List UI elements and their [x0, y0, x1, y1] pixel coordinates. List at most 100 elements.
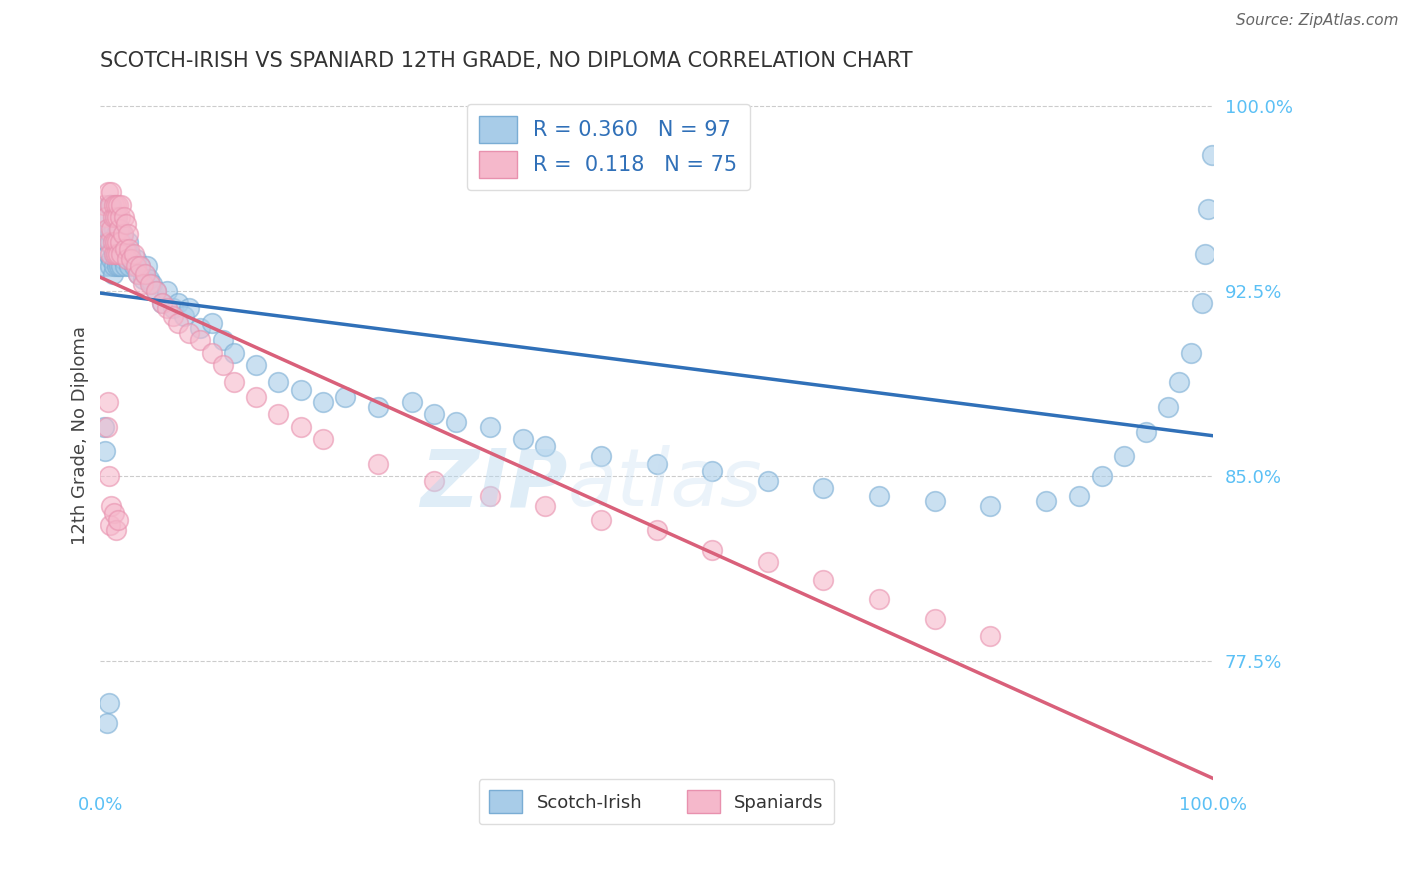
Point [104, 247, 127, 261]
Point [367, 400, 389, 414]
Point [756, 474, 779, 488]
Point [98, 469, 121, 483]
Point [117, 235, 139, 249]
Point [645, 523, 668, 537]
Point [813, 573, 835, 587]
Point [98, 247, 121, 261]
Point [367, 457, 389, 471]
Point [98, 235, 121, 249]
Point [211, 358, 233, 372]
Text: ZIP: ZIP [420, 445, 568, 524]
Point [190, 321, 212, 335]
Point [101, 235, 124, 249]
Point [245, 358, 267, 372]
Point [156, 284, 179, 298]
Point [312, 395, 335, 409]
Point [104, 235, 127, 249]
Point [125, 259, 148, 273]
Point [423, 474, 446, 488]
Point [107, 222, 129, 236]
Point [1090, 469, 1112, 483]
Point [97, 247, 120, 261]
Point [104, 523, 127, 537]
Point [94, 444, 117, 458]
Point [131, 277, 153, 291]
Point [94, 210, 117, 224]
Point [97, 395, 120, 409]
Point [96, 222, 118, 236]
Point [104, 197, 127, 211]
Point [100, 222, 122, 236]
Point [1191, 296, 1213, 310]
Point [145, 284, 167, 298]
Point [1135, 425, 1157, 439]
Point [110, 259, 132, 273]
Point [107, 197, 129, 211]
Point [100, 227, 122, 242]
Point [100, 499, 122, 513]
Point [1035, 493, 1057, 508]
Point [134, 267, 156, 281]
Point [645, 457, 668, 471]
Point [115, 242, 138, 256]
Point [100, 186, 122, 200]
Point [93, 197, 115, 211]
Point [101, 210, 124, 224]
Point [131, 271, 153, 285]
Point [200, 316, 222, 330]
Point [121, 252, 143, 266]
Point [267, 407, 290, 421]
Point [868, 489, 890, 503]
Point [290, 419, 312, 434]
Point [121, 252, 143, 266]
Point [150, 296, 173, 310]
Point [924, 612, 946, 626]
Point [129, 259, 152, 273]
Point [179, 301, 201, 316]
Point [167, 296, 190, 310]
Point [534, 499, 557, 513]
Point [107, 513, 129, 527]
Point [98, 696, 121, 710]
Point [107, 247, 129, 261]
Point [111, 227, 134, 242]
Point [446, 415, 468, 429]
Point [112, 247, 135, 261]
Point [110, 235, 132, 249]
Point [98, 222, 121, 236]
Point [93, 259, 115, 273]
Point [924, 493, 946, 508]
Point [111, 252, 134, 266]
Point [534, 439, 557, 453]
Point [98, 197, 121, 211]
Point [512, 432, 534, 446]
Point [813, 481, 835, 495]
Point [756, 555, 779, 569]
Point [122, 259, 145, 273]
Point [96, 715, 118, 730]
Point [1194, 247, 1216, 261]
Point [110, 197, 132, 211]
Point [245, 390, 267, 404]
Point [200, 345, 222, 359]
Point [97, 186, 120, 200]
Point [979, 629, 1001, 643]
Point [423, 407, 446, 421]
Text: SCOTCH-IRISH VS SPANIARD 12TH GRADE, NO DIPLOMA CORRELATION CHART: SCOTCH-IRISH VS SPANIARD 12TH GRADE, NO … [100, 51, 912, 70]
Point [312, 432, 335, 446]
Point [96, 419, 118, 434]
Point [111, 227, 134, 242]
Point [101, 267, 124, 281]
Point [103, 222, 125, 236]
Point [1180, 345, 1202, 359]
Point [108, 222, 131, 236]
Point [222, 345, 245, 359]
Point [104, 210, 127, 224]
Point [105, 210, 128, 224]
Point [139, 277, 162, 291]
Point [105, 210, 128, 224]
Point [108, 235, 131, 249]
Point [93, 419, 115, 434]
Point [98, 518, 121, 533]
Point [134, 267, 156, 281]
